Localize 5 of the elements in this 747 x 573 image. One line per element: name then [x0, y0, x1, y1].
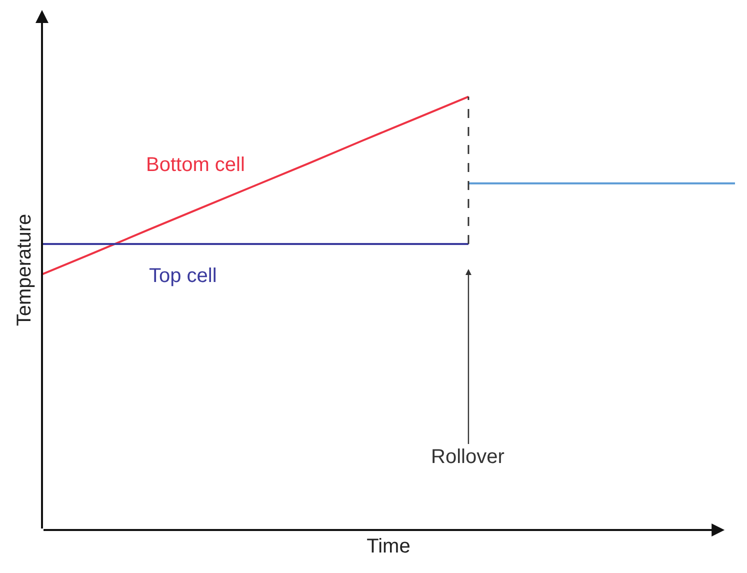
series-label: Bottom cell — [146, 154, 245, 176]
series-label: Top cell — [149, 265, 217, 287]
annotation: Rollover — [431, 446, 505, 468]
x-axis-title: Time — [366, 536, 410, 558]
y-axis-title: Temperature — [14, 214, 36, 326]
